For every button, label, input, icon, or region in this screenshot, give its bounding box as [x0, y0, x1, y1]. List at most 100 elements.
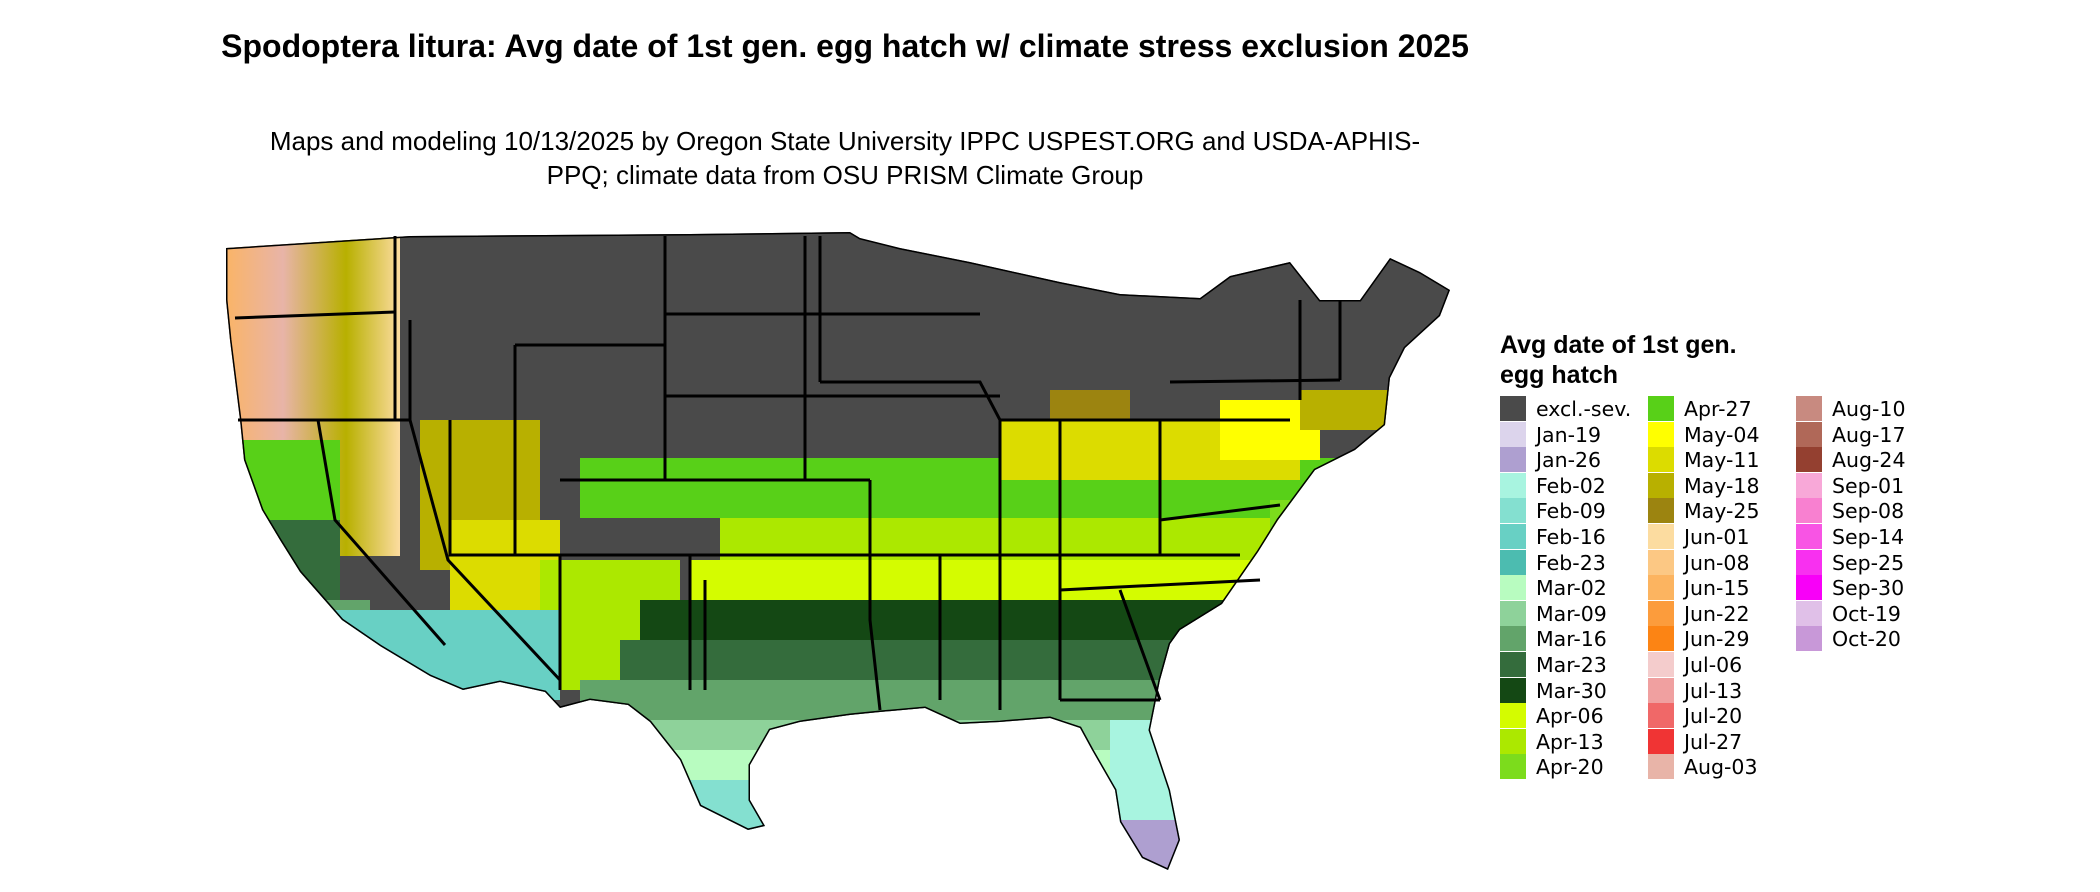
- legend-swatch: [1500, 626, 1526, 652]
- legend-item: Mar-30: [1500, 677, 1640, 703]
- gulf-coast-zone: [560, 780, 1450, 870]
- deep-south-band-1: [640, 600, 1450, 640]
- legend-label: May-18: [1684, 473, 1760, 498]
- legend-item: Jul-13: [1648, 677, 1788, 703]
- map-color-fill: [226, 232, 1450, 870]
- legend-swatch: [1500, 677, 1526, 703]
- legend-item: Feb-23: [1500, 549, 1640, 575]
- legend-swatch: [1500, 447, 1526, 473]
- legend-label: Mar-30: [1536, 678, 1607, 703]
- map-subtitle: Maps and modeling 10/13/2025 by Oregon S…: [269, 126, 1421, 190]
- legend-item: Jul-27: [1648, 728, 1788, 754]
- legend-item: Oct-19: [1796, 600, 1936, 626]
- legend-label: Aug-03: [1684, 755, 1758, 780]
- legend-swatch: [1500, 421, 1526, 447]
- legend-swatch: [1648, 600, 1674, 626]
- legend-item: Feb-09: [1500, 498, 1640, 524]
- legend-swatch: [1648, 703, 1674, 729]
- legend-label: Sep-30: [1832, 576, 1905, 601]
- legend-item: Apr-13: [1500, 728, 1640, 754]
- legend-item: Mar-09: [1500, 600, 1640, 626]
- legend-item: Aug-10: [1796, 396, 1936, 421]
- us-map: [226, 232, 1450, 870]
- legend-label: Jun-29: [1684, 627, 1750, 652]
- virginia-zone: [1270, 500, 1340, 570]
- legend-item: Jul-20: [1648, 703, 1788, 729]
- legend-swatch: [1500, 575, 1526, 601]
- legend-items: excl.-sev. Jan-19 Jan-26 Feb-02 Feb-09 Feb-16…: [1500, 396, 2080, 796]
- legend-item: Aug-17: [1796, 421, 1936, 447]
- legend-label: Mar-09: [1536, 601, 1607, 626]
- legend-swatch: [1796, 626, 1822, 652]
- legend-label: Jun-15: [1684, 576, 1750, 601]
- legend-label: Mar-23: [1536, 653, 1607, 677]
- legend-swatch: [1796, 396, 1822, 421]
- legend-swatch: [1648, 549, 1674, 575]
- legend-swatch: [1500, 396, 1526, 421]
- legend-swatch: [1648, 472, 1674, 498]
- legend-label: Jul-27: [1684, 729, 1743, 754]
- legend-label: Oct-19: [1832, 601, 1901, 626]
- legend-swatch: [1648, 575, 1674, 601]
- legend-swatch: [1500, 754, 1526, 780]
- legend-item: May-04: [1648, 421, 1788, 447]
- legend-item: Jun-22: [1648, 600, 1788, 626]
- legend-item: Jun-29: [1648, 626, 1788, 652]
- legend-label: Jul-06: [1684, 653, 1743, 677]
- legend-swatch: [1796, 600, 1822, 626]
- legend-swatch: [1500, 498, 1526, 524]
- legend-label: excl.-sev.: [1536, 397, 1632, 421]
- legend-label: Feb-09: [1536, 499, 1606, 524]
- map-title: Spodoptera litura: Avg date of 1st gen. …: [221, 28, 1469, 64]
- deep-south-band-3: [580, 680, 1450, 720]
- legend-item: Aug-24: [1796, 447, 1936, 473]
- legend-swatch: [1648, 652, 1674, 677]
- legend-swatch: [1500, 728, 1526, 754]
- legend-item: Sep-14: [1796, 524, 1936, 549]
- legend-swatch: [1648, 728, 1674, 754]
- legend-item: Apr-20: [1500, 754, 1640, 780]
- legend-swatch: [1648, 524, 1674, 549]
- central-valley-zone: [260, 520, 340, 600]
- legend-label: Jan-26: [1536, 448, 1602, 473]
- legend-label: Jun-08: [1684, 550, 1750, 575]
- legend-item: Mar-23: [1500, 652, 1640, 677]
- legend-label: Sep-01: [1832, 473, 1905, 498]
- legend-item: May-18: [1648, 472, 1788, 498]
- legend-item: Feb-02: [1500, 472, 1640, 498]
- legend-swatch: [1500, 549, 1526, 575]
- legend-label: Apr-20: [1536, 755, 1604, 780]
- legend-item: Jul-06: [1648, 652, 1788, 677]
- legend-item: Jan-26: [1500, 447, 1640, 473]
- legend-label: Jan-19: [1536, 422, 1602, 447]
- state-boundaries: [226, 232, 1450, 870]
- legend-label: May-11: [1684, 448, 1760, 473]
- legend-label: Sep-25: [1832, 550, 1905, 575]
- legend-swatch: [1500, 703, 1526, 729]
- legend-label: Sep-08: [1832, 499, 1905, 524]
- florida-peninsula-zone: [1110, 720, 1190, 830]
- legend-item: Jun-08: [1648, 549, 1788, 575]
- legend-title: Avg date of 1st gen. egg hatch: [1500, 331, 1737, 389]
- legend-swatch: [1648, 421, 1674, 447]
- legend-label: Feb-23: [1536, 550, 1606, 575]
- legend-swatch: [1796, 575, 1822, 601]
- legend-label: Mar-16: [1536, 627, 1607, 652]
- legend-label: Jul-13: [1684, 678, 1743, 703]
- legend-label: Oct-20: [1832, 627, 1901, 652]
- legend-label: Mar-02: [1536, 576, 1607, 601]
- legend-item: Apr-06: [1500, 703, 1640, 729]
- legend-label: May-25: [1684, 499, 1760, 524]
- legend-item: Sep-08: [1796, 498, 1936, 524]
- legend-item: Feb-16: [1500, 524, 1640, 549]
- legend-item: Apr-27: [1648, 396, 1788, 421]
- legend-label: Jul-20: [1684, 704, 1743, 729]
- legend-label: May-04: [1684, 422, 1760, 447]
- legend-item: Mar-16: [1500, 626, 1640, 652]
- legend-label: Sep-14: [1832, 525, 1905, 549]
- legend-swatch: [1500, 600, 1526, 626]
- mid-south-band-2: [690, 560, 1450, 600]
- gulf-band-1: [560, 720, 1450, 750]
- legend-item: excl.-sev.: [1500, 396, 1640, 421]
- legend-swatch: [1796, 549, 1822, 575]
